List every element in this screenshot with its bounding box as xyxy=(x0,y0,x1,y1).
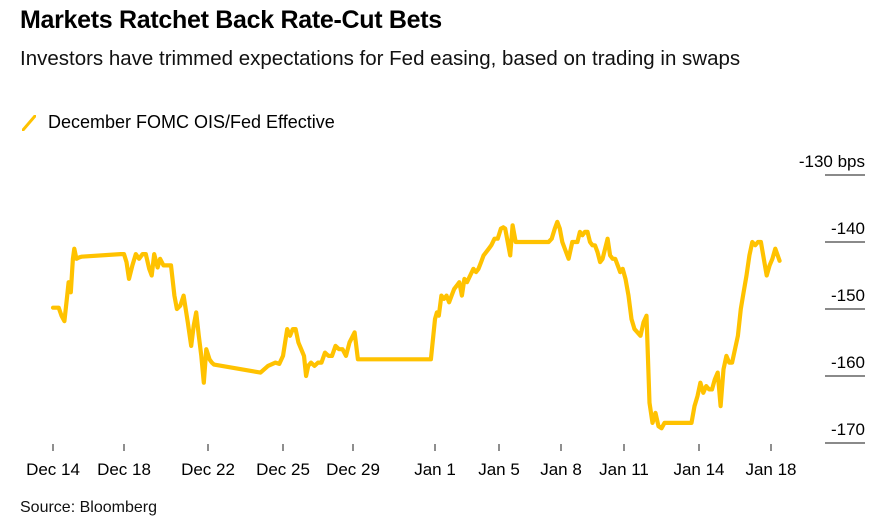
legend-label: December FOMC OIS/Fed Effective xyxy=(48,112,335,132)
chart-title: Markets Ratchet Back Rate-Cut Bets xyxy=(20,6,442,34)
x-tick-label: Dec 22 xyxy=(181,460,235,479)
x-tick-label: Jan 8 xyxy=(540,460,582,479)
x-tick-label: Dec 25 xyxy=(256,460,310,479)
x-tick-label: Jan 11 xyxy=(599,460,649,479)
x-axis: Dec 14 Dec 18 Dec 22 Dec 25 Dec 29 Jan 1 Jan 5… xyxy=(26,444,797,479)
y-tick-label: -170 xyxy=(831,420,865,439)
y-tick-label: -140 xyxy=(831,219,865,238)
y-tick-label: -160 xyxy=(831,353,865,372)
x-tick-label: Dec 29 xyxy=(326,460,380,479)
x-tick-label: Jan 18 xyxy=(745,460,796,479)
y-tick-label: -150 xyxy=(831,286,865,305)
y-tick-label: -130 bps xyxy=(799,152,865,171)
x-tick-label: Dec 14 xyxy=(26,460,80,479)
x-tick-label: Jan 1 xyxy=(414,460,456,479)
legend: December FOMC OIS/Fed Effective xyxy=(22,112,335,133)
y-axis: -130 bps -140 -150 -160 -170 xyxy=(799,152,865,444)
series-line-december-fomc-ois xyxy=(50,219,782,431)
x-tick-label: Jan 14 xyxy=(673,460,724,479)
x-tick-label: Jan 5 xyxy=(478,460,520,479)
source-note: Source: Bloomberg xyxy=(20,499,157,516)
x-tick-label: Dec 18 xyxy=(97,460,151,479)
chart-subtitle: Investors have trimmed expectations for … xyxy=(20,47,741,70)
legend-line-swatch-icon xyxy=(22,114,36,131)
